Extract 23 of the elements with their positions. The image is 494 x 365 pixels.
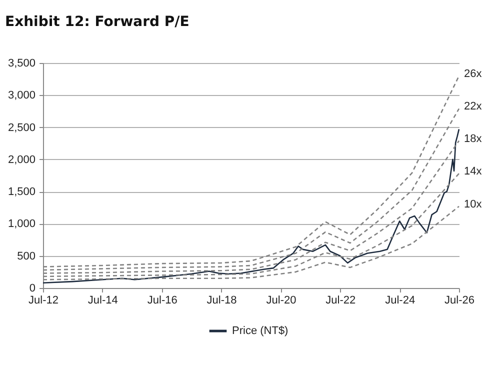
y-tick-label: 2,500 <box>8 122 36 134</box>
series-label: 18x <box>464 132 482 145</box>
x-tick-label: Jul-18 <box>206 294 237 306</box>
series-label: 10x <box>464 198 482 210</box>
chart-title: Exhibit 12: Forward P/E <box>5 14 190 30</box>
y-tick-label: 0 <box>29 282 36 294</box>
x-tick-label: Jul-26 <box>444 294 474 306</box>
series-label: 14x <box>464 166 482 178</box>
y-tick-label: 500 <box>17 250 36 262</box>
x-tick-label: Jul-24 <box>385 294 416 306</box>
legend-label: Price (NT$) <box>232 325 288 337</box>
y-tick-label: 1,500 <box>8 186 36 198</box>
series-label: 26x <box>464 68 482 80</box>
y-tick-label: 1,000 <box>8 218 36 230</box>
y-tick-label: 3,000 <box>8 90 36 102</box>
x-tick-label: Jul-20 <box>266 294 296 306</box>
y-tick-label: 3,500 <box>8 58 36 70</box>
x-tick-label: Jul-12 <box>28 294 58 306</box>
x-tick-label: Jul-22 <box>326 294 356 306</box>
x-tick-label: Jul-14 <box>88 294 118 306</box>
y-tick-label: 2,000 <box>8 154 36 166</box>
series-label: 22x <box>464 100 482 113</box>
x-tick-label: Jul-16 <box>147 294 178 306</box>
